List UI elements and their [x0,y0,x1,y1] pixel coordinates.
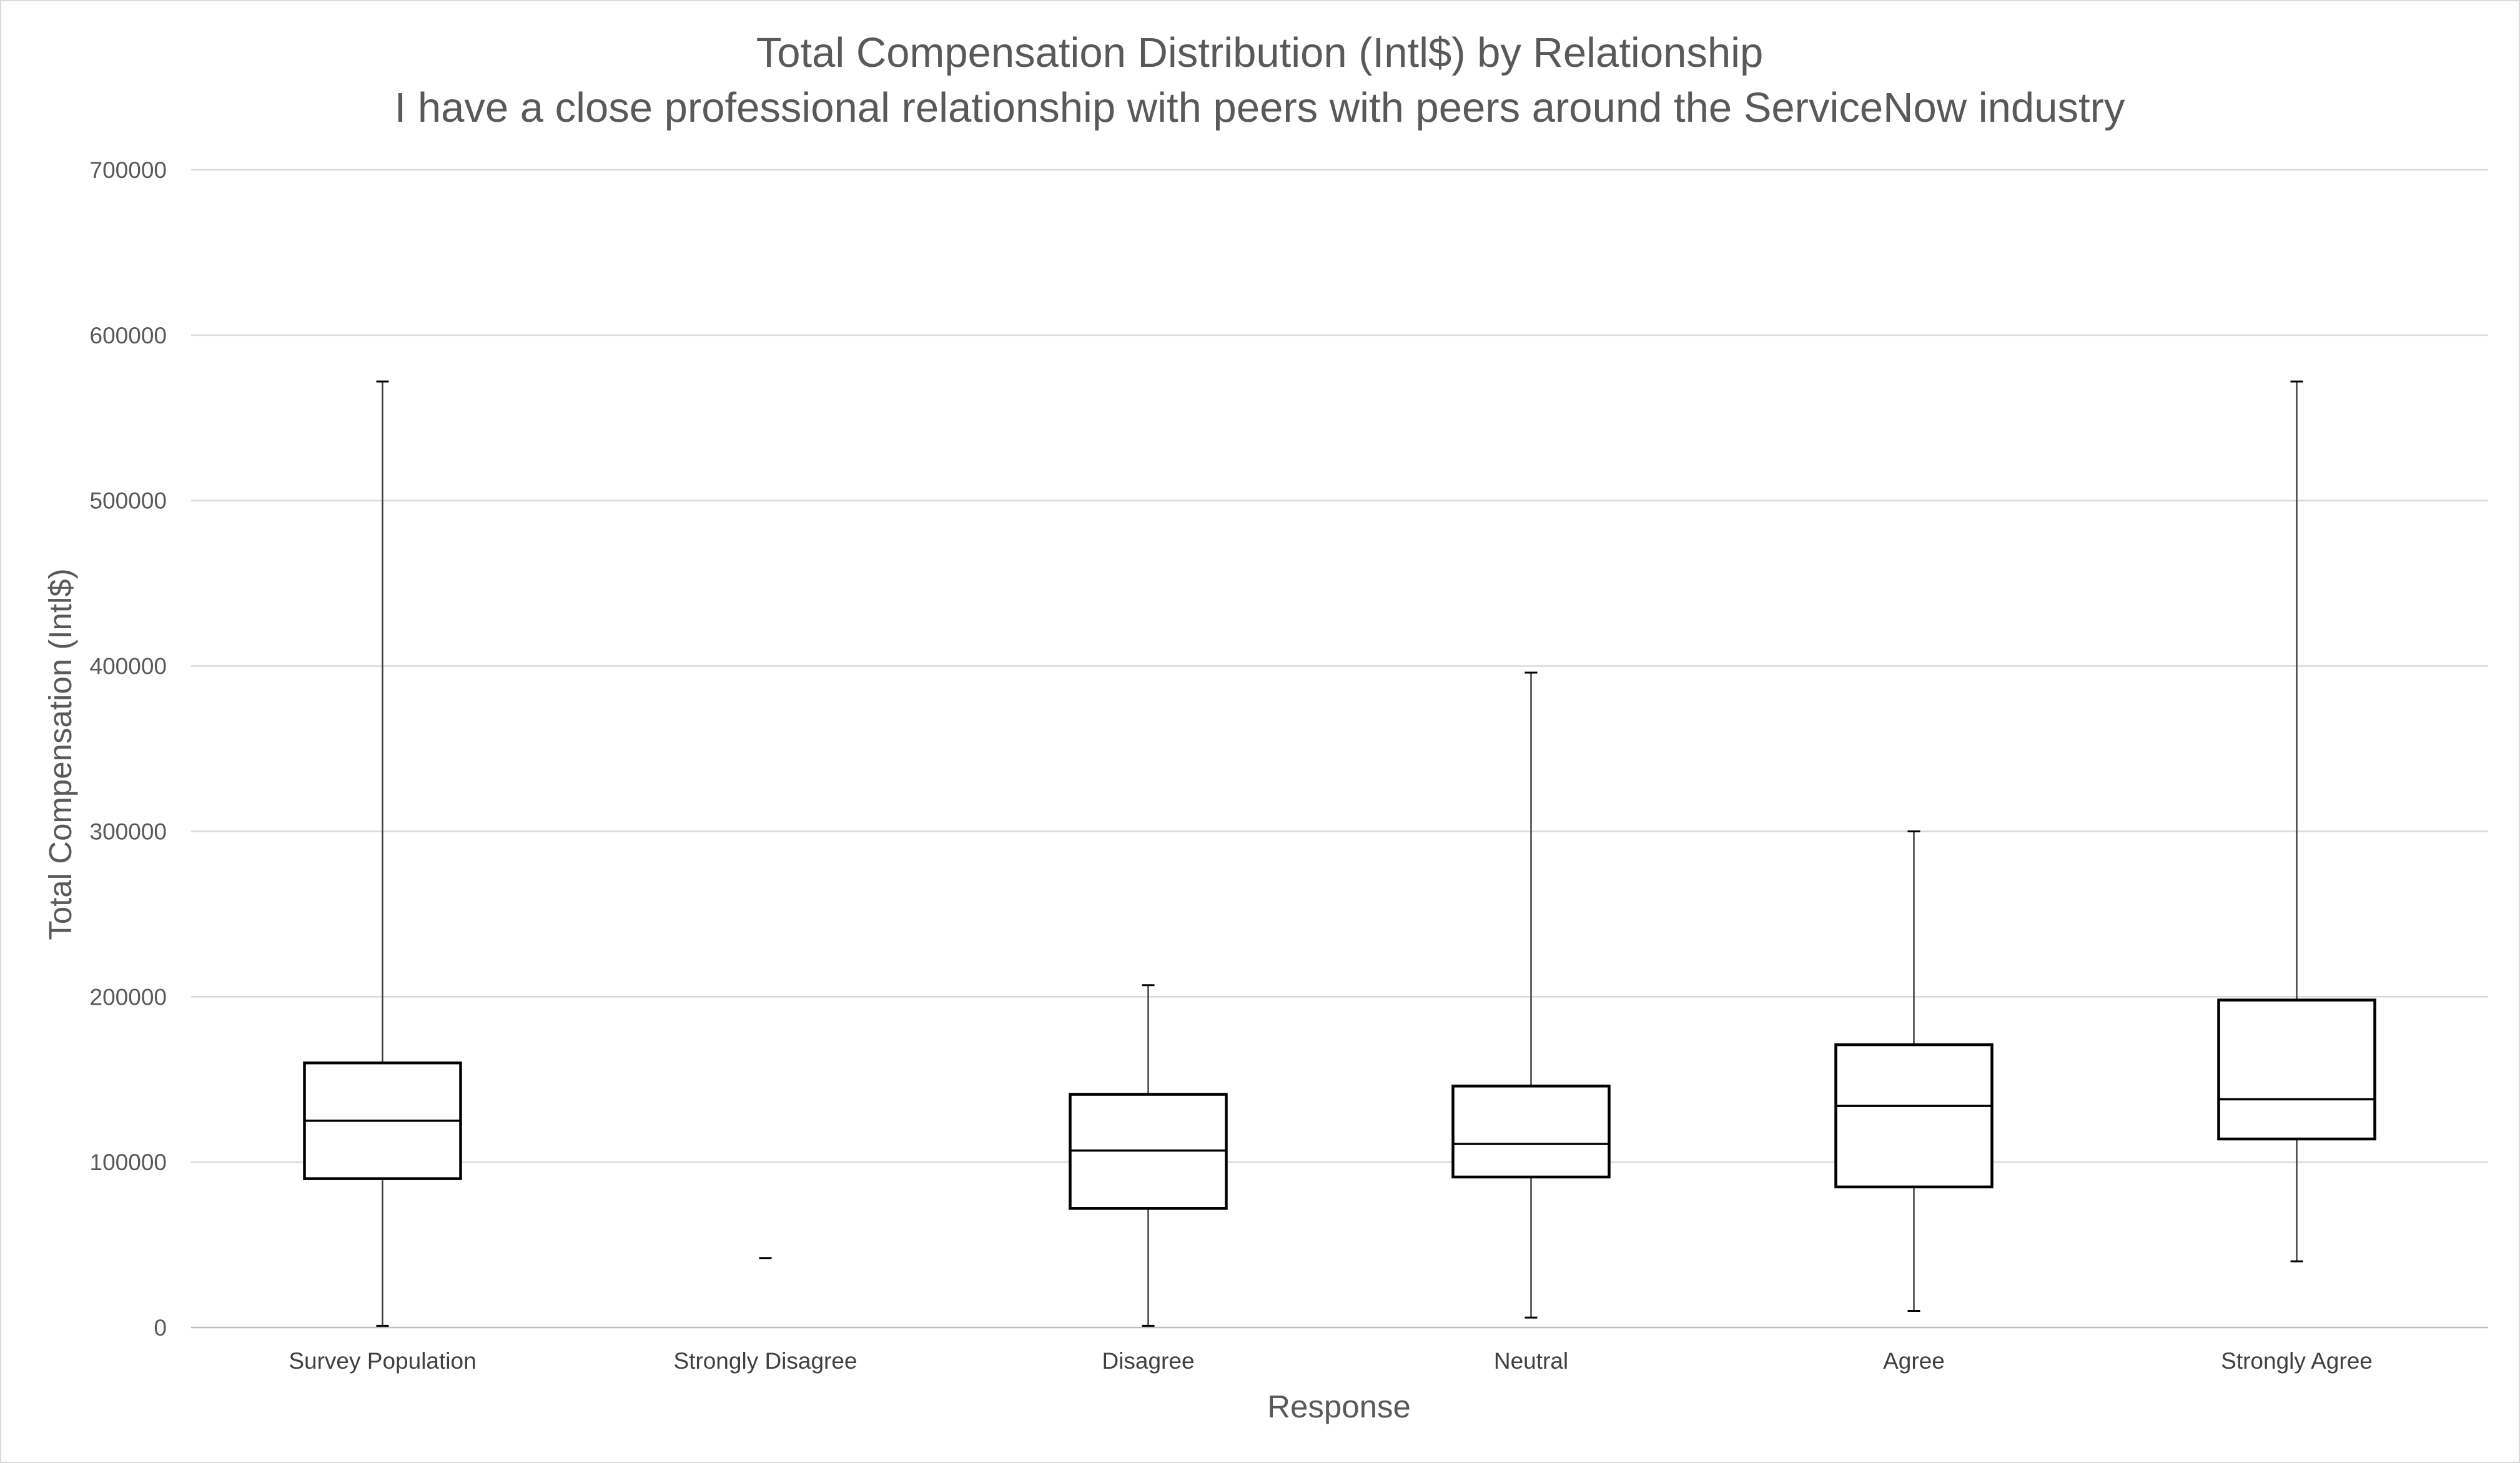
box-group [1834,830,1994,1313]
chart-subtitle: I have a close professional relationship… [395,84,2125,131]
y-tick-label: 500000 [90,488,167,514]
x-tick-label: Agree [1883,1348,1945,1374]
gridlines [191,169,2488,1329]
x-tick-label: Disagree [1102,1348,1194,1374]
x-tick-label: Neutral [1494,1348,1568,1374]
x-tick-label: Survey Population [289,1348,476,1374]
iqr-box [1451,1085,1611,1179]
y-axis-title: Total Compensation (Intl$) [42,568,78,940]
y-tick-label: 600000 [90,323,167,348]
iqr-box [2217,998,2376,1141]
boxes [303,380,2376,1327]
y-tick-label: 700000 [90,157,167,183]
x-axis-title: Response [1267,1389,1411,1424]
iqr-box [1834,1043,1994,1189]
y-tick-label: 200000 [90,984,167,1010]
y-tick-label: 0 [154,1315,167,1341]
y-tick-label: 400000 [90,654,167,679]
y-tick-label: 300000 [90,819,167,844]
x-axis-categories: Survey Population Strongly Disagree Disagr… [289,1348,2373,1374]
box-group [1069,984,1228,1327]
box-group [1451,671,1611,1319]
x-tick-label: Strongly Agree [2221,1348,2373,1374]
y-tick-label: 100000 [90,1150,167,1175]
chart-title: Total Compensation Distribution (Intl$) … [756,29,1764,76]
box-group [2217,380,2376,1263]
x-tick-label: Strongly Disagree [673,1348,857,1374]
box-group [303,380,462,1327]
y-axis-ticks: 0 100000 200000 300000 400000 500000 600000 700… [90,157,167,1341]
